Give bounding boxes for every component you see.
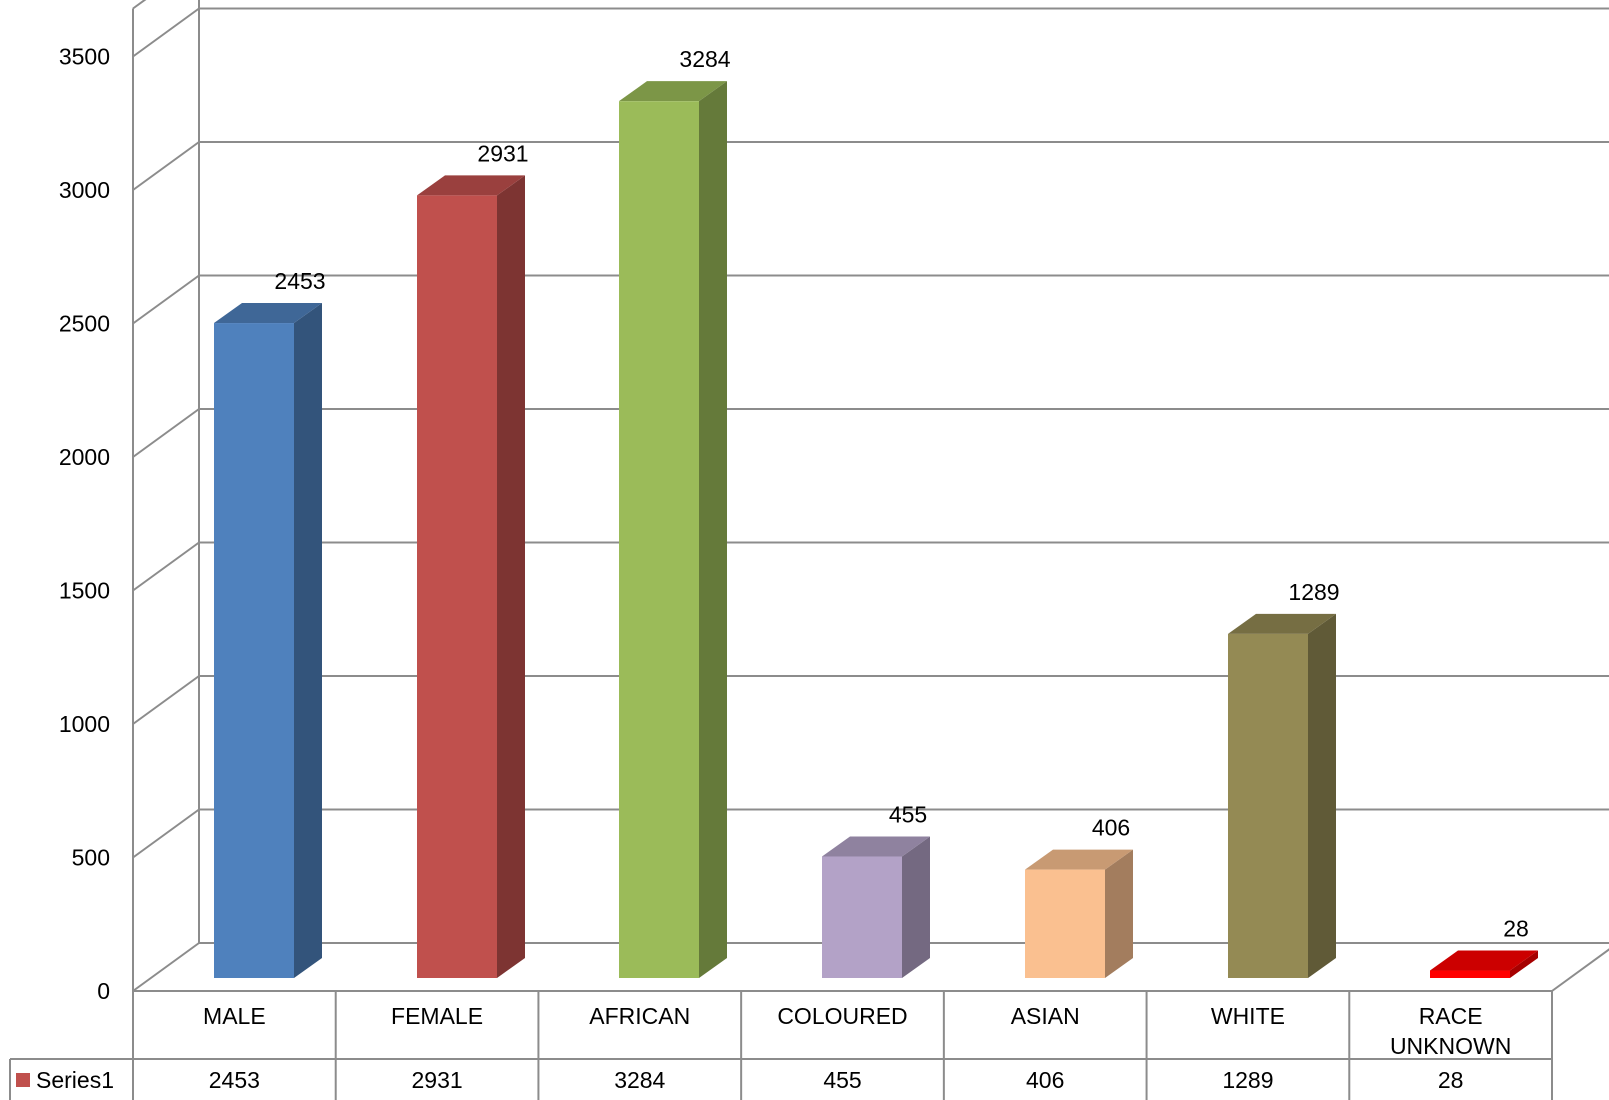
gridline-depth [132,7,200,58]
table-value-cell: 28 [1438,1067,1464,1093]
y-tick-label: 500 [72,845,110,871]
table-value-cell: 2453 [209,1067,260,1093]
y-tick-label: 3500 [59,44,110,70]
gridline-depth [132,541,200,592]
table-value-cell: 2931 [411,1067,462,1093]
data-label: 406 [1092,815,1130,841]
category-label: RACE UNKNOWN [1390,1003,1511,1059]
floor-right-edge [1551,948,1609,992]
bar-side [699,81,727,978]
legend-key-swatch [16,1073,30,1087]
legend-series-name: Series1 [36,1067,114,1093]
gridline-depth [132,942,200,992]
category-label: WHITE [1211,1003,1285,1029]
table-value-cell: 1289 [1222,1067,1273,1093]
bar-side [1105,849,1133,978]
data-label: 3284 [679,46,730,72]
bar-top [214,303,322,324]
category-label: MALE [203,1003,266,1029]
bar-front [822,856,902,978]
bar-top [1025,849,1133,870]
data-label: 455 [889,802,927,828]
bar-side [1308,613,1336,978]
bar-front [417,195,497,979]
bar-coloured [822,836,930,978]
y-tick-label: 2000 [59,444,110,470]
gridline-depth [132,141,200,191]
data-label: 2453 [274,268,325,294]
category-label: COLOURED [777,1003,907,1029]
y-tick-label: 2500 [59,311,110,337]
y-tick-label: 1000 [59,711,110,737]
bar-side [1510,950,1538,978]
bar-front [1430,970,1510,978]
data-label: 1289 [1288,579,1339,605]
category-label: FEMALE [391,1003,483,1029]
bar-side [902,836,930,978]
y-tick-label: 1500 [59,578,110,604]
gridline-depth [132,675,200,725]
bar-top [1228,613,1336,634]
category-label: AFRICAN [589,1003,690,1029]
bar-top [417,175,525,196]
bar-front [1025,869,1105,978]
bar-top [822,836,930,857]
bar-front [1228,633,1308,978]
gridline-depth [132,274,200,325]
data-label: 2931 [477,140,528,166]
bar-female [417,175,525,979]
bar-side [294,303,322,978]
y-tick-label: 0 [97,978,110,1004]
bar-asian [1025,849,1133,978]
bar-top [619,81,727,102]
bar-male [214,303,322,978]
data-labels: 2453 2931 3284 455 406 1289 28 [274,46,1528,941]
gridline-depth [132,408,200,458]
table-value-cell: 3284 [614,1067,665,1093]
bar-front [619,101,699,978]
value-axis: 0 500 1000 1500 2000 2500 3000 3500 [59,0,1609,1004]
bar-african [619,81,727,978]
bar-side [497,175,525,979]
bar-white [1228,613,1336,978]
wall-top-depth [132,0,147,10]
data-table: MALE 2453 FEMALE 2931 AFRICAN 3284 COLOURED 455… [9,991,1553,1100]
table-value-cell: 406 [1026,1067,1064,1093]
bar-front [214,323,294,978]
y-tick-label: 3000 [59,177,110,203]
gridline-depth [132,808,200,859]
data-label: 28 [1503,916,1529,942]
bar-top [1430,950,1538,971]
bars [214,81,1538,979]
category-label: ASIAN [1011,1003,1080,1029]
bar-race-unknown [1430,950,1538,978]
table-value-cell: 455 [823,1067,861,1093]
